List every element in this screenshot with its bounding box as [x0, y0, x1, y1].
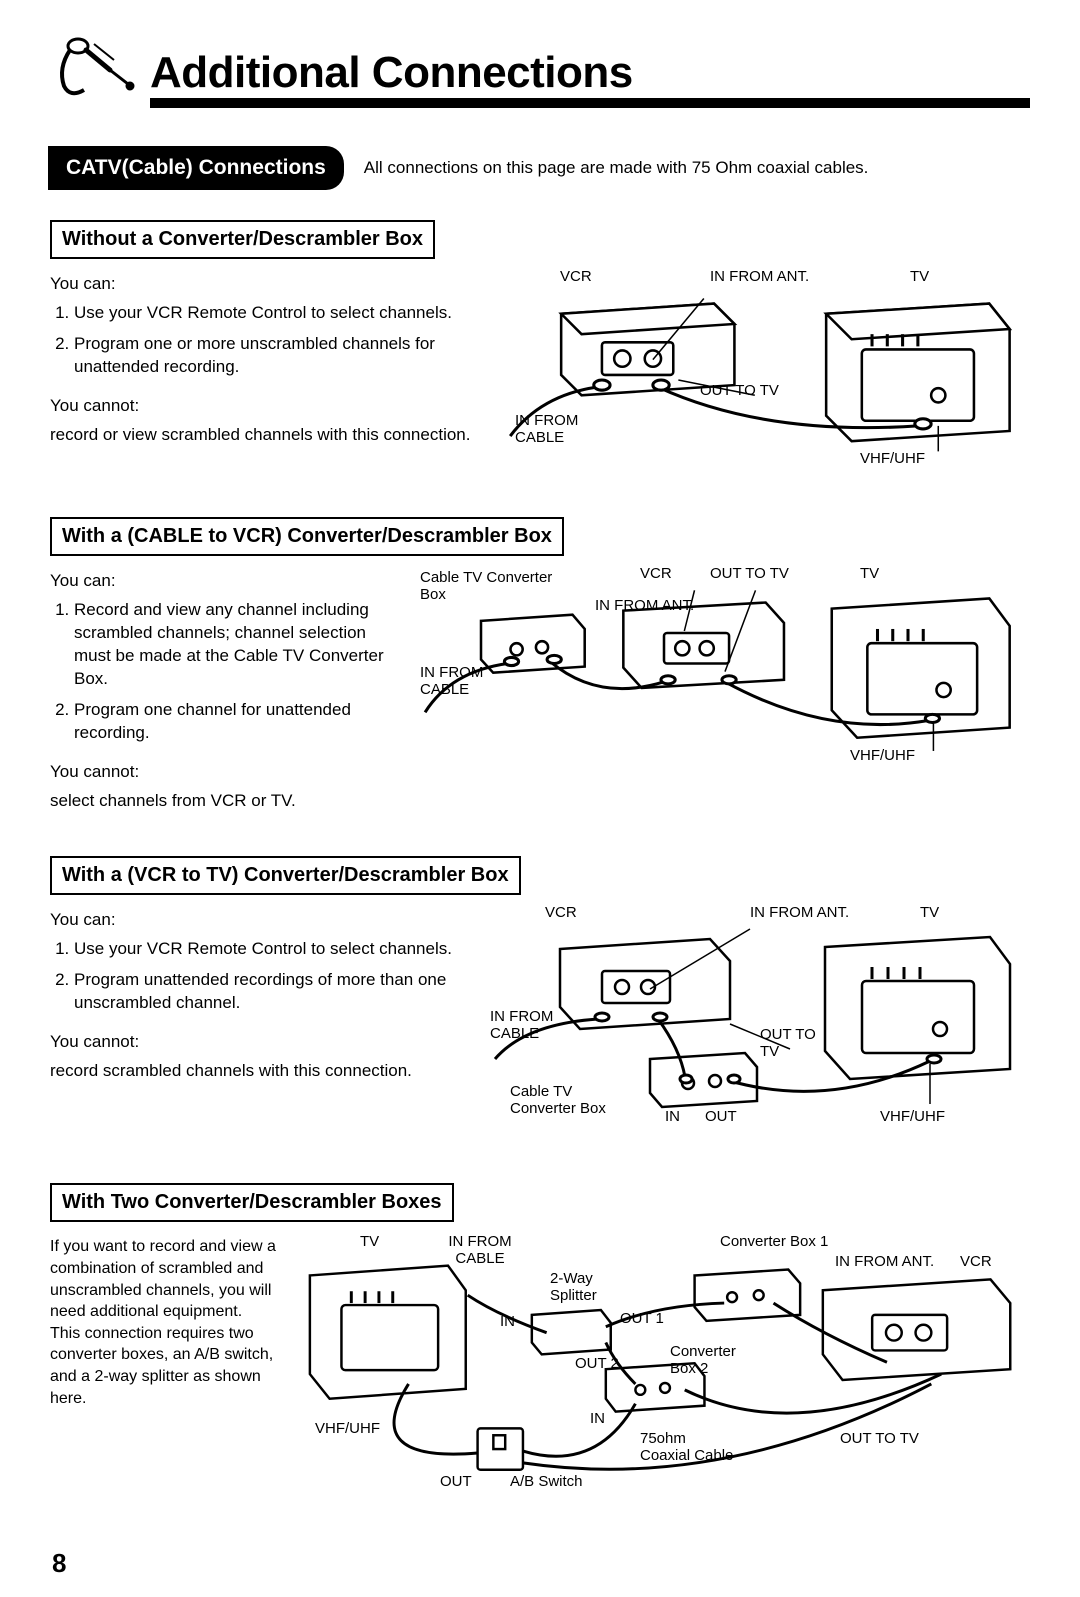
- label-tv: TV: [910, 269, 929, 286]
- section3-text: You can: Use your VCR Remote Control to …: [50, 909, 470, 1139]
- section-vcr-to-tv: With a (VCR to TV) Converter/Descrambler…: [50, 856, 1030, 1139]
- list-item: Use your VCR Remote Control to select ch…: [74, 938, 470, 961]
- label-out1: OUT 1: [620, 1311, 664, 1328]
- list-item: Program one channel for unattended recor…: [74, 699, 400, 745]
- label-in-from-cable: IN FROM CABLE: [420, 665, 500, 698]
- badge-note: All connections on this page are made wi…: [364, 158, 869, 178]
- label-converter2: Converter Box 2: [670, 1344, 750, 1377]
- label-cable-box: Cable TV Converter Box: [420, 570, 570, 603]
- label-out2: OUT 2: [575, 1356, 619, 1373]
- label-in-from-cable: IN FROM CABLE: [490, 1009, 570, 1042]
- label-vcr: VCR: [560, 269, 592, 286]
- label-vcr: VCR: [640, 566, 672, 583]
- label-in: IN: [665, 1109, 680, 1126]
- section-title: With a (VCR to TV) Converter/Descrambler…: [50, 856, 521, 895]
- you-can-label: You can:: [50, 909, 470, 932]
- section-title: With a (CABLE to VCR) Converter/Descramb…: [50, 517, 564, 556]
- you-can-label: You can:: [50, 570, 400, 593]
- label-vhf-uhf: VHF/UHF: [315, 1421, 380, 1438]
- label-vhf-uhf: VHF/UHF: [880, 1109, 945, 1126]
- section-title: With Two Converter/Descrambler Boxes: [50, 1183, 454, 1222]
- label-vcr: VCR: [960, 1254, 992, 1271]
- label-in-from-cable: IN FROM CABLE: [440, 1234, 520, 1267]
- cannot-text: select channels from VCR or TV.: [50, 790, 400, 813]
- label-converter1: Converter Box 1: [720, 1234, 828, 1251]
- page-header: Additional Connections: [50, 28, 1030, 98]
- label-splitter: 2-Way Splitter: [550, 1271, 610, 1304]
- label-out-to-tv: OUT TO TV: [840, 1431, 919, 1448]
- label-tv: TV: [360, 1234, 379, 1251]
- label-tv: TV: [860, 566, 879, 583]
- label-out-to-tv: OUT TO TV: [760, 1027, 830, 1060]
- label-out-to-tv: OUT TO TV: [700, 383, 779, 400]
- label-ab-switch: A/B Switch: [510, 1474, 583, 1491]
- label-out: OUT: [440, 1474, 472, 1491]
- label-tv: TV: [920, 905, 939, 922]
- label-in-from-cable: IN FROM CABLE: [515, 413, 595, 446]
- section4-text: If you want to record and view a combina…: [50, 1236, 280, 1486]
- badge-row: CATV(Cable) Connections All connections …: [50, 146, 1030, 190]
- label-in-from-ant: IN FROM ANT.: [750, 905, 849, 922]
- list-item: Program one or more unscrambled channels…: [74, 333, 480, 379]
- page-number: 8: [52, 1548, 66, 1579]
- section-two-boxes: With Two Converter/Descrambler Boxes If …: [50, 1183, 1030, 1486]
- cannot-text: record or view scrambled channels with t…: [50, 424, 480, 447]
- page-title: Additional Connections: [150, 48, 633, 98]
- label-coax: 75ohm Coaxial Cable: [640, 1431, 740, 1464]
- section-without-box: Without a Converter/Descrambler Box You …: [50, 220, 1030, 473]
- label-in-from-ant: IN FROM ANT.: [835, 1254, 934, 1271]
- label-in2: IN: [590, 1411, 605, 1428]
- section2-diagram: VCR OUT TO TV TV Cable TV Converter Box …: [420, 570, 1030, 780]
- section1-text: You can: Use your VCR Remote Control to …: [50, 273, 480, 473]
- label-vcr: VCR: [545, 905, 577, 922]
- label-in: IN: [500, 1314, 515, 1331]
- label-out: OUT: [705, 1109, 737, 1126]
- label-vhf-uhf: VHF/UHF: [850, 748, 915, 765]
- section-cable-to-vcr: With a (CABLE to VCR) Converter/Descramb…: [50, 517, 1030, 812]
- section1-diagram: VCR IN FROM ANT. TV OUT TO TV IN FROM CA…: [500, 273, 1030, 473]
- section2-text: You can: Record and view any channel inc…: [50, 570, 400, 812]
- title-rule: [150, 98, 1030, 108]
- you-cannot-label: You cannot:: [50, 1031, 470, 1054]
- label-cable-box: Cable TV Converter Box: [510, 1084, 610, 1117]
- you-cannot-label: You cannot:: [50, 761, 400, 784]
- section-title: Without a Converter/Descrambler Box: [50, 220, 435, 259]
- label-out-to-tv: OUT TO TV: [710, 566, 789, 583]
- list-item: Use your VCR Remote Control to select ch…: [74, 302, 480, 325]
- label-vhf-uhf: VHF/UHF: [860, 451, 925, 468]
- label-in-from-ant: IN FROM ANT.: [595, 598, 694, 615]
- label-in-from-ant: IN FROM ANT.: [710, 269, 809, 286]
- section-badge: CATV(Cable) Connections: [48, 146, 344, 190]
- cable-plug-icon: [50, 28, 140, 98]
- you-can-label: You can:: [50, 273, 480, 296]
- cannot-text: record scrambled channels with this conn…: [50, 1060, 470, 1083]
- section4-diagram: TV IN FROM CABLE 2-Way Splitter IN OUT 1…: [300, 1236, 1030, 1486]
- you-cannot-label: You cannot:: [50, 395, 480, 418]
- list-item: Program unattended recordings of more th…: [74, 969, 470, 1015]
- body-text: If you want to record and view a combina…: [50, 1236, 280, 1409]
- section3-diagram: VCR IN FROM ANT. TV IN FROM CABLE OUT TO…: [490, 909, 1030, 1139]
- list-item: Record and view any channel including sc…: [74, 599, 400, 691]
